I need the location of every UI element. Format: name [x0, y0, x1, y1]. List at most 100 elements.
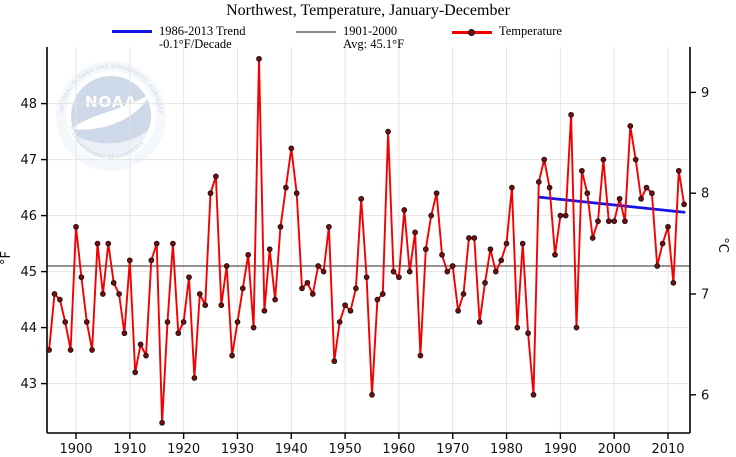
- temperature-data-point: [62, 319, 69, 325]
- temperature-data-point: [498, 257, 505, 264]
- temperature-data-point: [239, 285, 246, 292]
- chart-title: Northwest, Temperature, January-December: [226, 2, 510, 19]
- temperature-data-point: [627, 123, 634, 129]
- temperature-data-point: [277, 223, 284, 230]
- temperature-data-point: [110, 279, 117, 286]
- temperature-data-point: [315, 263, 322, 269]
- temperature-data-point: [401, 207, 408, 213]
- temperature-data-point: [320, 268, 327, 275]
- temperature-data-point: [535, 179, 542, 185]
- temperature-data-point: [369, 391, 375, 398]
- temperature-data-point: [223, 263, 230, 269]
- temperature-data-point: [595, 218, 601, 225]
- y-axis-left-tick-label: 44: [20, 321, 37, 336]
- x-axis-tick-label: 1900: [59, 442, 92, 457]
- temperature-data-point: [444, 268, 451, 275]
- temperature-data-point: [213, 173, 219, 180]
- temperature-data-point: [126, 257, 133, 264]
- temperature-data-point: [546, 184, 553, 191]
- temperature-data-point: [288, 145, 295, 152]
- trend-line: [537, 195, 686, 214]
- temperature-data-point: [309, 291, 316, 297]
- temperature-data-point: [266, 246, 273, 253]
- temperature-data-point: [675, 167, 682, 174]
- x-axis-tick-label: 1940: [275, 442, 308, 457]
- temperature-data-point: [649, 190, 655, 197]
- temperature-data-point: [579, 167, 585, 174]
- temperature-data-point: [363, 274, 370, 281]
- temperature-data-point: [605, 218, 612, 225]
- temperature-data-point: [390, 268, 397, 275]
- temperature-data-point: [78, 274, 85, 281]
- temperature-data-point: [466, 235, 472, 241]
- legend-label-temperature: Temperature: [499, 25, 562, 38]
- temperature-data-point: [105, 240, 112, 247]
- temperature-data-point: [406, 268, 413, 275]
- x-axis-tick-label: 1930: [221, 442, 254, 457]
- temperature-data-point: [379, 291, 386, 297]
- temperature-data-point: [229, 352, 235, 359]
- legend-item-trend: 1986-2013 Trend -0.1°F/Decade: [112, 25, 245, 51]
- x-axis-tick-label: 2010: [651, 442, 684, 457]
- axes: [46, 47, 691, 434]
- temperature-data-point: [336, 319, 343, 325]
- temperature-data-point: [234, 319, 241, 325]
- y-axis-left-tick-label: 47: [20, 153, 37, 168]
- gridlines: [47, 47, 690, 433]
- temperature-data-point: [83, 319, 90, 325]
- temperature-data-point: [557, 212, 564, 219]
- temperature-data-point: [482, 279, 488, 286]
- temperature-data-point: [428, 212, 435, 219]
- temperature-data-point: [681, 201, 687, 208]
- temperature-data-point: [417, 352, 424, 359]
- temperature-data-point: [412, 229, 418, 236]
- temperature-data-point: [439, 251, 445, 258]
- temperature-data-point: [57, 296, 63, 303]
- legend-average-line1: 1901-2000: [343, 24, 398, 38]
- temperature-data-point: [283, 184, 289, 191]
- temperature-data-point: [385, 128, 391, 135]
- legend-trend-line1: 1986-2013 Trend: [159, 24, 246, 38]
- temperature-data-point: [261, 307, 268, 314]
- temperature-data-point: [525, 330, 531, 337]
- temperature-data-point: [584, 190, 591, 197]
- temperature-data-point: [100, 291, 106, 297]
- temperature-data-point: [326, 223, 332, 230]
- x-axis-tick-label: 1910: [113, 442, 146, 457]
- y-axis-left-tick-label: 43: [20, 377, 37, 392]
- y-axis-left-tick-label: 48: [20, 97, 37, 112]
- temperature-data-point: [374, 296, 381, 303]
- trend-line-swatch: [112, 30, 152, 33]
- legend-marker-dot: [468, 28, 475, 36]
- temperature-data-point: [51, 291, 58, 297]
- temperature-data-point: [73, 223, 79, 230]
- temperature-data-point: [622, 218, 628, 225]
- temperature-data-point: [530, 391, 537, 398]
- temperature-data-point: [250, 324, 257, 331]
- temperature-data-point: [207, 190, 214, 197]
- temperature-data-point: [541, 156, 548, 163]
- x-axis: 1900 1910 1920 1930 1940 1950 1960 1970 1980 1990…: [59, 433, 685, 457]
- y-axis-right: 6 7 8 9 °C: [690, 86, 730, 403]
- temperature-data-point: [196, 291, 203, 297]
- temperature-data-point: [562, 212, 569, 219]
- temperature-data-point: [170, 240, 176, 247]
- temperature-data-point: [331, 358, 338, 365]
- x-axis-tick-label: 2000: [598, 442, 631, 457]
- legend-average-line2: Avg: 45.1°F: [343, 37, 405, 51]
- temperature-data-point: [202, 302, 209, 309]
- y-axis-left-title: °F: [0, 251, 14, 265]
- temperature-data-point: [143, 352, 149, 359]
- x-axis-tick-label: 1990: [544, 442, 577, 457]
- noaa-seagull-icon: [72, 94, 150, 130]
- temperature-data-point: [552, 251, 558, 258]
- temperature-data-point: [600, 156, 607, 163]
- y-axis-right-tick-label: 7: [701, 288, 709, 303]
- legend-label-average: 1901-2000 Avg: 45.1°F: [343, 25, 404, 51]
- temperature-data-point: [503, 240, 510, 247]
- temperature-data-point: [272, 296, 278, 303]
- temperature-data-point: [460, 291, 467, 297]
- temperature-data-point: [46, 347, 52, 353]
